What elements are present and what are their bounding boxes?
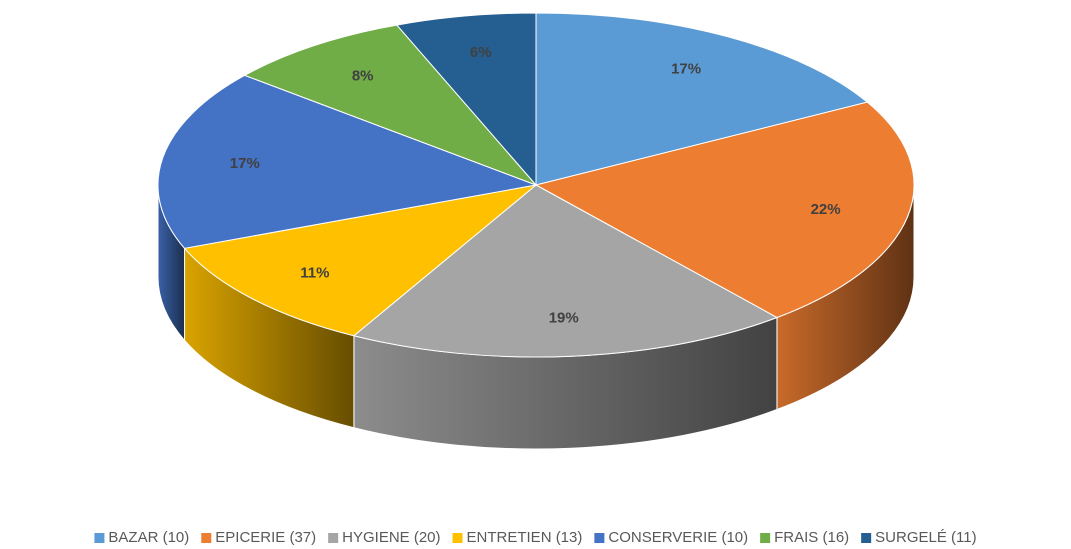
legend-label: BAZAR (10): [108, 529, 189, 546]
data-label: 6%: [470, 44, 492, 61]
legend-label: SURGELÉ (11): [875, 529, 976, 546]
legend-label: FRAIS (16): [774, 529, 849, 546]
legend-swatch: [594, 533, 605, 543]
legend-label: CONSERVERIE (10): [608, 529, 748, 546]
slice: [157, 74, 538, 249]
legend: BAZAR (10) EPICERIE (37) HYGIENE (20) ENTRE…: [94, 529, 977, 546]
legend-swatch: [328, 533, 339, 543]
slice: [183, 184, 538, 337]
legend-swatch: [94, 533, 105, 543]
slice: [352, 184, 779, 358]
data-label: 8%: [352, 67, 374, 84]
slice: [243, 24, 537, 186]
pie: 17% 22% 19% 11% 17% 8% 6%: [157, 12, 915, 450]
legend-label: EPICERIE (37): [215, 529, 316, 546]
slice: [395, 12, 537, 187]
data-label: 22%: [811, 201, 841, 218]
legend-swatch: [760, 533, 771, 543]
legend-label: HYGIENE (20): [342, 529, 440, 546]
data-label: 17%: [230, 155, 260, 172]
data-label: 17%: [671, 60, 701, 77]
legend-label: ENTRETIEN (13): [467, 529, 583, 546]
legend-swatch: [201, 533, 212, 543]
legend-swatch: [452, 533, 463, 543]
data-label: 19%: [549, 310, 579, 327]
slice: [534, 101, 915, 319]
legend-swatch: [861, 533, 872, 543]
slice: [535, 12, 869, 186]
data-label: 11%: [300, 265, 329, 282]
